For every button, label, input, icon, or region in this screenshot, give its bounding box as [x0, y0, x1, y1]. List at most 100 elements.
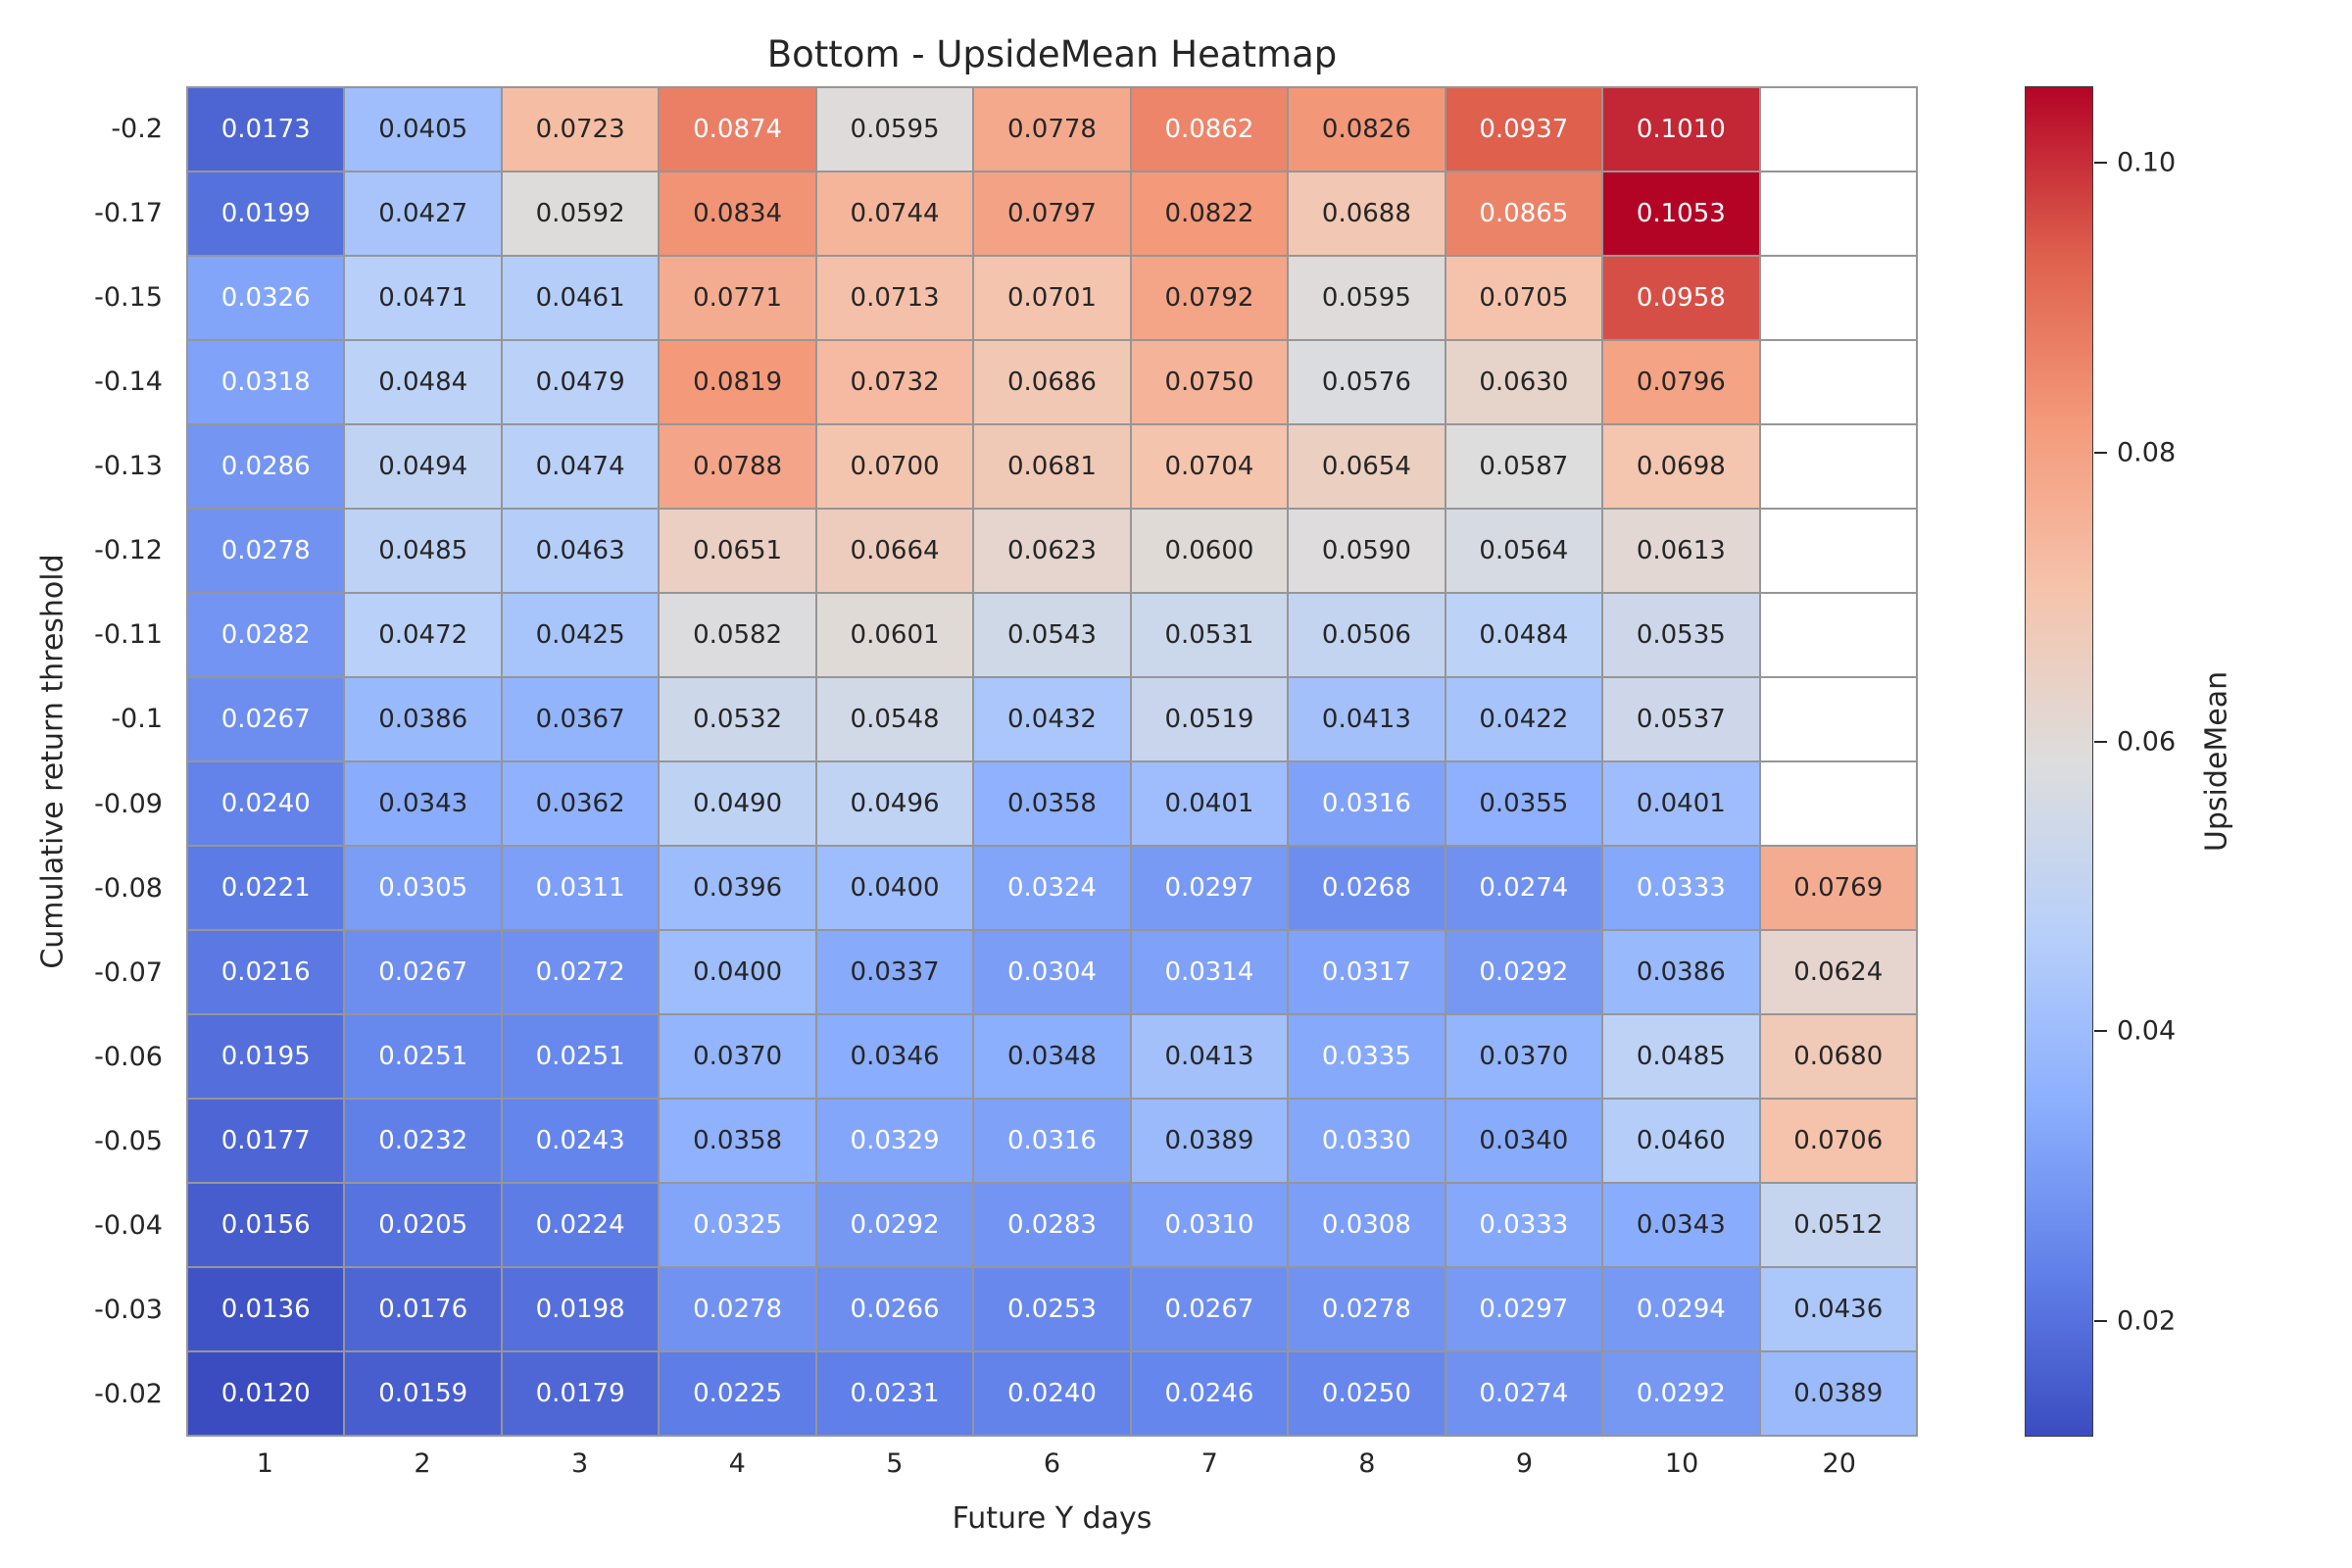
heatmap-cell: 0.0305	[345, 847, 501, 929]
heatmap-cell: 0.0177	[188, 1100, 344, 1182]
y-tick-label: -0.17	[94, 197, 163, 228]
heatmap-cell: 0.0266	[816, 1268, 973, 1350]
heatmap-cell: 0.0282	[188, 594, 344, 676]
heatmap-cell: 0.0471	[345, 257, 501, 339]
heatmap-cell: 0.0308	[1289, 1184, 1445, 1266]
heatmap-cell: 0.0490	[660, 762, 815, 845]
heatmap-cell: 0.0700	[816, 425, 973, 508]
heatmap-cell: 0.0874	[660, 88, 815, 171]
y-tick-labels: -0.2 -0.17 -0.15 -0.14 -0.13 -0.12 -0.11 -0.1 -0…	[0, 86, 169, 1437]
x-tick-label: 7	[1200, 1448, 1218, 1479]
y-tick-label: -0.15	[94, 281, 163, 313]
heatmap-cell: 0.0198	[502, 1268, 659, 1350]
heatmap-cell: 0.0701	[974, 257, 1130, 339]
heatmap-cell: 0.0797	[974, 172, 1130, 255]
heatmap-cell: 0.0531	[1131, 594, 1288, 676]
colorbar-tick-mark	[2094, 451, 2107, 454]
x-tick-label: 10	[1664, 1448, 1699, 1479]
heatmap-cell: 0.0311	[502, 847, 659, 929]
x-tick-label: 1	[256, 1448, 273, 1479]
heatmap-cell: 0.0425	[502, 594, 659, 676]
y-tick-label: -0.09	[94, 788, 163, 819]
heatmap-cell: 0.0485	[1603, 1015, 1759, 1098]
heatmap-cell: 0.0472	[345, 594, 501, 676]
x-tick-label: 4	[728, 1448, 746, 1479]
heatmap-cell: 0.0120	[188, 1352, 344, 1435]
heatmap-cell: 0.0355	[1446, 762, 1602, 845]
y-tick-label: -0.13	[94, 451, 163, 482]
heatmap-grid: 0.0173 0.0405 0.0723 0.0874 0.0595 0.0778 0.08…	[186, 86, 1918, 1437]
heatmap-cell: 0.0601	[816, 594, 973, 676]
heatmap-cell: 0.0413	[1131, 1015, 1288, 1098]
heatmap-cell: 0.0564	[1446, 510, 1602, 592]
y-tick-label: -0.11	[94, 619, 163, 651]
heatmap-cell: 0.0268	[1289, 847, 1445, 929]
heatmap-cell	[1760, 257, 1916, 339]
heatmap-cell: 0.0253	[974, 1268, 1130, 1350]
y-tick-label: -0.02	[94, 1379, 163, 1410]
heatmap-cell: 0.0333	[1446, 1184, 1602, 1266]
heatmap-cell: 0.0225	[660, 1352, 815, 1435]
heatmap-cell: 0.0778	[974, 88, 1130, 171]
heatmap-cell	[1760, 762, 1916, 845]
heatmap-cell: 0.0427	[345, 172, 501, 255]
heatmap-cell: 0.0274	[1446, 1352, 1602, 1435]
chart-title: Bottom - UpsideMean Heatmap	[766, 33, 1338, 75]
heatmap-cell: 0.0297	[1131, 847, 1288, 929]
heatmap-cell: 0.0463	[502, 510, 659, 592]
heatmap-cell	[1760, 425, 1916, 508]
heatmap-cell: 0.0367	[502, 678, 659, 760]
colorbar-tick-label: 0.02	[2117, 1305, 2177, 1337]
y-tick-label: -0.05	[94, 1126, 163, 1157]
heatmap-cell: 0.0744	[816, 172, 973, 255]
heatmap-cell: 0.0422	[1446, 678, 1602, 760]
heatmap-cell: 0.0680	[1760, 1015, 1916, 1098]
heatmap-cell: 0.0401	[1603, 762, 1759, 845]
heatmap-cell: 0.0460	[1603, 1100, 1759, 1182]
heatmap-cell: 0.0651	[660, 510, 815, 592]
heatmap-cell: 0.0136	[188, 1268, 344, 1350]
heatmap-cell: 0.0706	[1760, 1100, 1916, 1182]
heatmap-cell: 0.0179	[502, 1352, 659, 1435]
heatmap-cell: 0.0485	[345, 510, 501, 592]
heatmap-cell: 0.0294	[1603, 1268, 1759, 1350]
x-tick-label: 9	[1515, 1448, 1534, 1479]
colorbar-label: UpsideMean	[2199, 670, 2234, 853]
heatmap-cell: 0.0862	[1131, 88, 1288, 171]
heatmap-cell: 0.0370	[1446, 1015, 1602, 1098]
heatmap-cell: 0.0400	[660, 931, 815, 1013]
colorbar-tick-mark	[2094, 1030, 2107, 1033]
heatmap-cell: 0.0474	[502, 425, 659, 508]
heatmap-cell: 0.0512	[1760, 1184, 1916, 1266]
heatmap-cell: 0.0348	[974, 1015, 1130, 1098]
y-tick-label: -0.08	[94, 872, 163, 904]
heatmap-cell: 0.0386	[345, 678, 501, 760]
heatmap-cell: 0.0535	[1603, 594, 1759, 676]
heatmap-cell: 0.0333	[1603, 847, 1759, 929]
heatmap-cell: 0.0278	[1289, 1268, 1445, 1350]
heatmap-cell: 0.0346	[816, 1015, 973, 1098]
heatmap-cell: 0.0326	[188, 257, 344, 339]
colorbar-tick-mark	[2094, 162, 2107, 165]
colorbar-tick-label: 0.10	[2117, 147, 2177, 178]
heatmap-cell: 0.0318	[188, 341, 344, 423]
heatmap-cell: 0.1053	[1603, 172, 1759, 255]
heatmap-cell: 0.0274	[1446, 847, 1602, 929]
x-tick-label: 5	[886, 1448, 904, 1479]
heatmap-cell: 0.0532	[660, 678, 815, 760]
heatmap-cell: 0.0251	[502, 1015, 659, 1098]
heatmap-cell: 0.0592	[502, 172, 659, 255]
heatmap-cell	[1760, 172, 1916, 255]
y-tick-label: -0.2	[111, 113, 163, 144]
heatmap-cell: 0.0732	[816, 341, 973, 423]
heatmap-cell: 0.0330	[1289, 1100, 1445, 1182]
heatmap-cell: 0.0195	[188, 1015, 344, 1098]
heatmap-cell: 0.0834	[660, 172, 815, 255]
heatmap-cell: 0.0705	[1446, 257, 1602, 339]
heatmap-cell: 0.0686	[974, 341, 1130, 423]
heatmap-cell: 0.0358	[974, 762, 1130, 845]
x-tick-label: 8	[1358, 1448, 1376, 1479]
heatmap-cell: 0.0251	[345, 1015, 501, 1098]
heatmap-cell: 0.0405	[345, 88, 501, 171]
heatmap-cell: 0.0246	[1131, 1352, 1288, 1435]
